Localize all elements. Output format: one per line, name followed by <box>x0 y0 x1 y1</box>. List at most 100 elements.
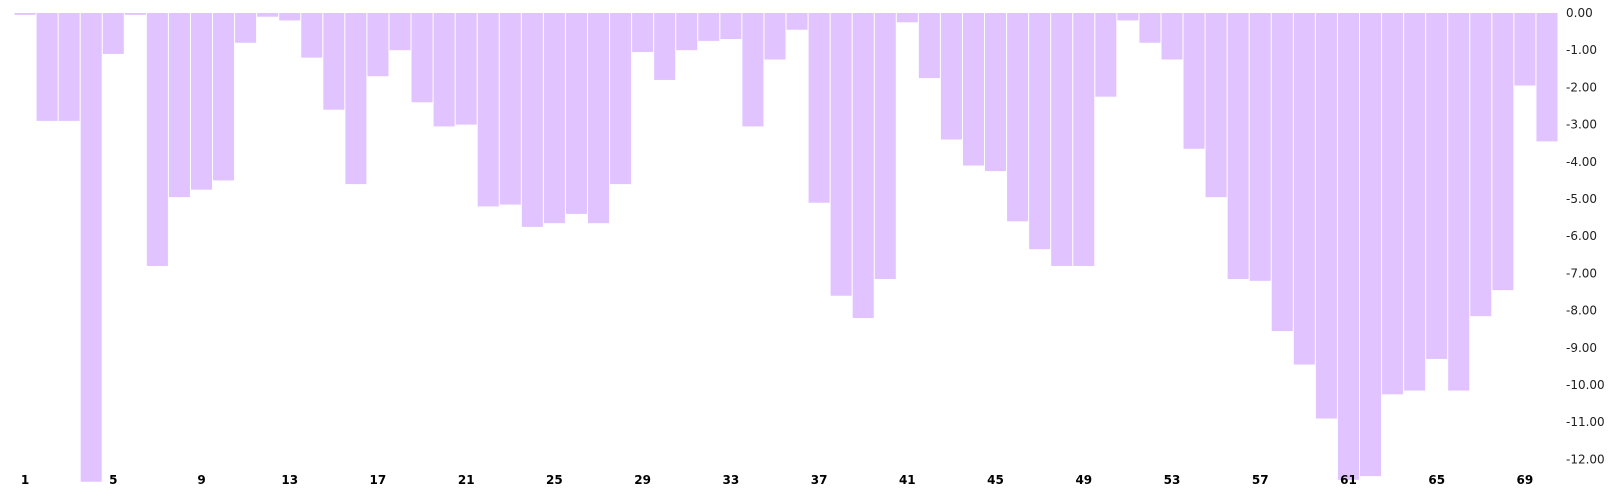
x-tick-label: 17 <box>370 473 387 487</box>
bar-28 <box>610 13 632 185</box>
bar-11 <box>235 13 257 43</box>
bar-48 <box>1051 13 1073 266</box>
bar-39 <box>852 13 874 319</box>
bar-26 <box>565 13 587 214</box>
bar-20 <box>433 13 455 127</box>
bar-25 <box>543 13 565 224</box>
bar-19 <box>411 13 433 103</box>
bar-8 <box>168 13 190 198</box>
bar-36 <box>786 13 808 30</box>
bar-6 <box>124 13 146 15</box>
bar-10 <box>213 13 235 181</box>
bar-40 <box>874 13 896 279</box>
x-tick-label: 61 <box>1340 473 1357 487</box>
x-tick-label: 13 <box>281 473 298 487</box>
x-tick-label: 29 <box>634 473 651 487</box>
bar-44 <box>962 13 985 166</box>
y-tick-label: -9.00 <box>1566 341 1597 355</box>
x-tick-label: 5 <box>109 473 117 487</box>
y-tick-label: -7.00 <box>1566 266 1597 280</box>
y-tick-label: -3.00 <box>1566 118 1597 132</box>
bar-45 <box>985 13 1007 172</box>
bar-69 <box>1514 13 1536 86</box>
y-tick-label: -4.00 <box>1566 155 1597 169</box>
bar-67 <box>1470 13 1492 317</box>
bar-53 <box>1161 13 1183 60</box>
bar-1 <box>14 13 36 15</box>
y-tick-label: -2.00 <box>1566 80 1597 94</box>
bar-5 <box>102 13 124 54</box>
bar-37 <box>808 13 830 203</box>
bar-64 <box>1404 13 1426 391</box>
bar-9 <box>190 13 213 190</box>
x-tick-label: 53 <box>1164 473 1181 487</box>
y-axis: 0.00 -1.00 -2.00 -3.00 -4.00 -5.00 -6.00 -7.00 -… <box>1566 6 1605 466</box>
bar-56 <box>1227 13 1249 279</box>
x-tick-label: 57 <box>1252 473 1269 487</box>
y-tick-label: -10.00 <box>1566 378 1605 392</box>
bars-group <box>14 13 1558 482</box>
bar-54 <box>1183 13 1205 149</box>
bar-61 <box>1337 13 1359 480</box>
bar-42 <box>918 13 940 79</box>
bar-47 <box>1029 13 1051 250</box>
bar-29 <box>632 13 654 53</box>
bar-18 <box>389 13 411 51</box>
bar-32 <box>698 13 720 41</box>
bar-4 <box>80 13 102 482</box>
bar-15 <box>323 13 345 110</box>
y-tick-label: -1.00 <box>1566 43 1597 57</box>
bar-17 <box>367 13 389 77</box>
bar-60 <box>1315 13 1337 419</box>
bar-52 <box>1139 13 1161 43</box>
bar-63 <box>1382 13 1404 395</box>
bar-49 <box>1073 13 1095 266</box>
y-tick-label: -8.00 <box>1566 304 1597 318</box>
bar-68 <box>1492 13 1514 291</box>
bar-3 <box>58 13 80 121</box>
bar-70 <box>1536 13 1558 142</box>
bar-38 <box>830 13 852 296</box>
y-tick-label: -6.00 <box>1566 229 1597 243</box>
bar-14 <box>301 13 323 58</box>
bar-62 <box>1359 13 1382 477</box>
bar-22 <box>477 13 499 207</box>
bar-12 <box>257 13 279 17</box>
bar-50 <box>1095 13 1117 97</box>
bar-21 <box>455 13 477 125</box>
x-tick-label: 41 <box>899 473 916 487</box>
x-axis: 1 5 9 13 17 21 25 29 33 37 41 45 49 53 57 61 65 69 <box>21 473 1533 487</box>
y-tick-label: -11.00 <box>1566 415 1605 429</box>
bar-13 <box>279 13 301 21</box>
x-tick-label: 33 <box>723 473 740 487</box>
x-tick-label: 37 <box>811 473 828 487</box>
bar-66 <box>1448 13 1470 391</box>
bar-16 <box>345 13 367 185</box>
bar-51 <box>1117 13 1139 21</box>
x-tick-label: 21 <box>458 473 475 487</box>
bar-59 <box>1293 13 1315 365</box>
x-tick-label: 65 <box>1428 473 1445 487</box>
y-tick-label: 0.00 <box>1566 6 1593 20</box>
bar-58 <box>1271 13 1293 332</box>
bar-24 <box>521 13 543 227</box>
bar-31 <box>676 13 698 51</box>
x-tick-label: 1 <box>21 473 29 487</box>
x-tick-label: 45 <box>987 473 1004 487</box>
x-tick-label: 9 <box>197 473 205 487</box>
x-tick-label: 49 <box>1075 473 1092 487</box>
y-tick-label: -12.00 <box>1566 452 1605 466</box>
bar-33 <box>720 13 742 40</box>
bar-35 <box>764 13 786 60</box>
bar-27 <box>587 13 610 224</box>
bar-34 <box>742 13 764 127</box>
bar-46 <box>1007 13 1029 222</box>
bar-65 <box>1426 13 1448 359</box>
x-tick-label: 25 <box>546 473 563 487</box>
x-tick-label: 69 <box>1517 473 1534 487</box>
bar-43 <box>940 13 962 140</box>
bar-41 <box>896 13 918 23</box>
bar-57 <box>1249 13 1271 281</box>
bar-30 <box>654 13 676 80</box>
